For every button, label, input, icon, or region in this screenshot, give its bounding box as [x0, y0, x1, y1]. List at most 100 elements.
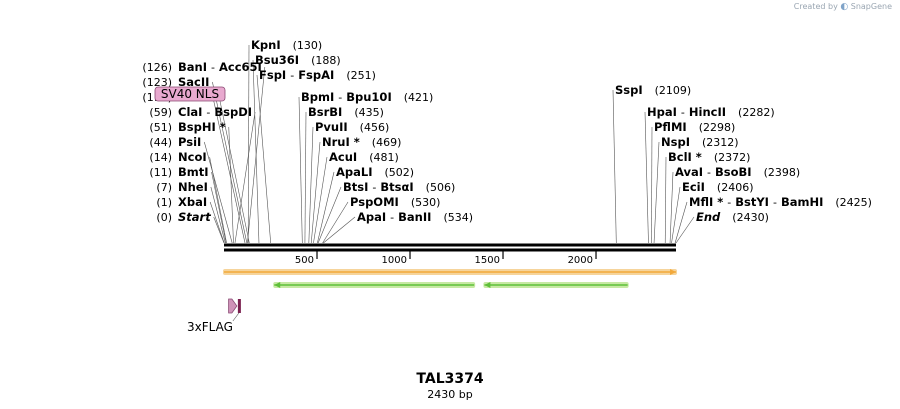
site-leader-line — [308, 126, 314, 244]
ruler-tick-label: 1500 — [475, 255, 500, 266]
site-enzyme-name: End — [696, 210, 721, 224]
site-position: (456) — [360, 121, 390, 134]
site-separator: - — [206, 106, 210, 119]
site-position: (2372) — [714, 151, 751, 164]
restriction-site-label: HpaI - HincII — [647, 105, 726, 119]
site-leader-line — [211, 171, 227, 244]
site-position: (14) — [149, 151, 172, 164]
site-enzyme-name: PvuII — [315, 120, 348, 134]
site-enzyme-name: NruI * — [322, 135, 360, 149]
restriction-site-label: ClaI - BspDI — [178, 105, 252, 119]
site-enzyme-name: BclI * — [668, 150, 702, 164]
site-position: (11) — [149, 166, 172, 179]
site-leader-line — [669, 171, 674, 244]
site-position: (1) — [156, 196, 172, 209]
orf-arrows — [223, 269, 677, 288]
site-position: (51) — [149, 121, 172, 134]
restriction-site-label: NruI * — [322, 135, 360, 149]
site-enzyme-name: FspI — [259, 68, 286, 82]
site-enzyme-name: BamHI — [781, 195, 823, 209]
site-separator: - — [290, 69, 294, 82]
site-position: (435) — [354, 106, 384, 119]
site-enzyme-name: Bpu10I — [346, 90, 391, 104]
restriction-site-label: BtsI - BtsαI — [343, 180, 414, 194]
site-leader-line — [228, 126, 234, 244]
site-enzyme-name: Start — [178, 210, 211, 224]
site-enzyme-name: ApaLI — [336, 165, 373, 179]
site-position: (530) — [411, 196, 441, 209]
site-leader-line — [213, 216, 225, 244]
site-enzyme-name: Bsu36I — [255, 53, 299, 67]
site-position: (59) — [149, 106, 172, 119]
ruler-tick-label: 1000 — [382, 255, 407, 266]
sequence-length: 2430 bp — [427, 388, 472, 401]
site-position: (534) — [443, 211, 473, 224]
restriction-site-label: PflMI — [654, 120, 687, 134]
credit-prefix: Created by — [793, 2, 838, 11]
site-position: (502) — [385, 166, 415, 179]
site-enzyme-name: PsiI — [178, 135, 201, 149]
restriction-site-label: End — [696, 210, 721, 224]
flag-feature: 3xFLAG — [187, 298, 241, 334]
site-enzyme-name: BsoBI — [715, 165, 752, 179]
site-leader-line — [675, 216, 695, 244]
site-separator: - — [681, 106, 685, 119]
flag-feature-end-mark — [237, 299, 241, 313]
site-leader-line — [204, 141, 233, 244]
site-leader-line — [298, 96, 303, 244]
site-leader-lines — [204, 44, 695, 244]
site-position: (2312) — [702, 136, 739, 149]
restriction-site-label: NspI — [661, 135, 690, 149]
site-position: (2109) — [655, 84, 692, 97]
site-leader-line — [210, 186, 226, 244]
site-position: (2298) — [699, 121, 736, 134]
site-position: (0) — [156, 211, 172, 224]
site-position: (2282) — [738, 106, 775, 119]
site-leader-line — [212, 81, 248, 244]
site-position: (251) — [346, 69, 376, 82]
site-separator: - — [211, 61, 215, 74]
restriction-site-label: BsrBI — [308, 105, 342, 119]
site-enzyme-name: NheI — [178, 180, 208, 194]
site-enzyme-name: HpaI — [647, 105, 677, 119]
restriction-site-labels: Start (0) XbaI (1) NheI (7) BmtI (11) NcoI (14) Ps… — [142, 38, 872, 224]
site-leader-line — [317, 186, 342, 244]
site-position: (126) — [142, 61, 172, 74]
site-leader-line — [234, 111, 256, 244]
site-leader-line — [664, 156, 667, 244]
site-separator: - — [707, 166, 711, 179]
site-enzyme-name: ApaI — [357, 210, 386, 224]
restriction-site-label: AcuI — [329, 150, 357, 164]
restriction-site-label: SspI — [615, 83, 643, 97]
restriction-site-label: BspHI * — [178, 120, 226, 134]
restriction-site-label: BmtI — [178, 165, 209, 179]
backbone-top-strand — [224, 243, 676, 247]
site-leader-line — [323, 216, 356, 244]
site-enzyme-name: MflI * — [689, 195, 723, 209]
restriction-site-label: PspOMI — [350, 195, 399, 209]
site-leader-line — [322, 201, 349, 244]
sequence-backbone — [224, 243, 676, 252]
credit-brand: SnapGene — [850, 2, 892, 11]
site-position: (2430) — [732, 211, 769, 224]
site-position: (123) — [142, 76, 172, 89]
site-enzyme-name: FspAI — [298, 68, 334, 82]
site-leader-line — [304, 111, 307, 244]
site-leader-line — [671, 186, 681, 244]
restriction-site-label: EciI — [682, 180, 705, 194]
site-position: (506) — [426, 181, 456, 194]
backbone-bottom-strand — [224, 248, 676, 252]
flag-feature-arrow — [228, 298, 238, 314]
site-enzyme-name: NspI — [661, 135, 690, 149]
site-enzyme-name: BspHI * — [178, 120, 226, 134]
site-separator: - — [727, 196, 731, 209]
site-enzyme-name: SacII — [178, 75, 209, 89]
restriction-site-label: ApaLI — [336, 165, 373, 179]
site-enzyme-name: AcuI — [329, 150, 357, 164]
restriction-site-label: MflI * - BstYI - BamHI — [689, 195, 823, 209]
snapgene-logo-icon: ◐ — [840, 2, 849, 12]
site-position: (44) — [149, 136, 172, 149]
site-leader-line — [313, 156, 328, 244]
site-enzyme-name: AvaI — [675, 165, 703, 179]
site-enzyme-name: SspI — [615, 83, 643, 97]
